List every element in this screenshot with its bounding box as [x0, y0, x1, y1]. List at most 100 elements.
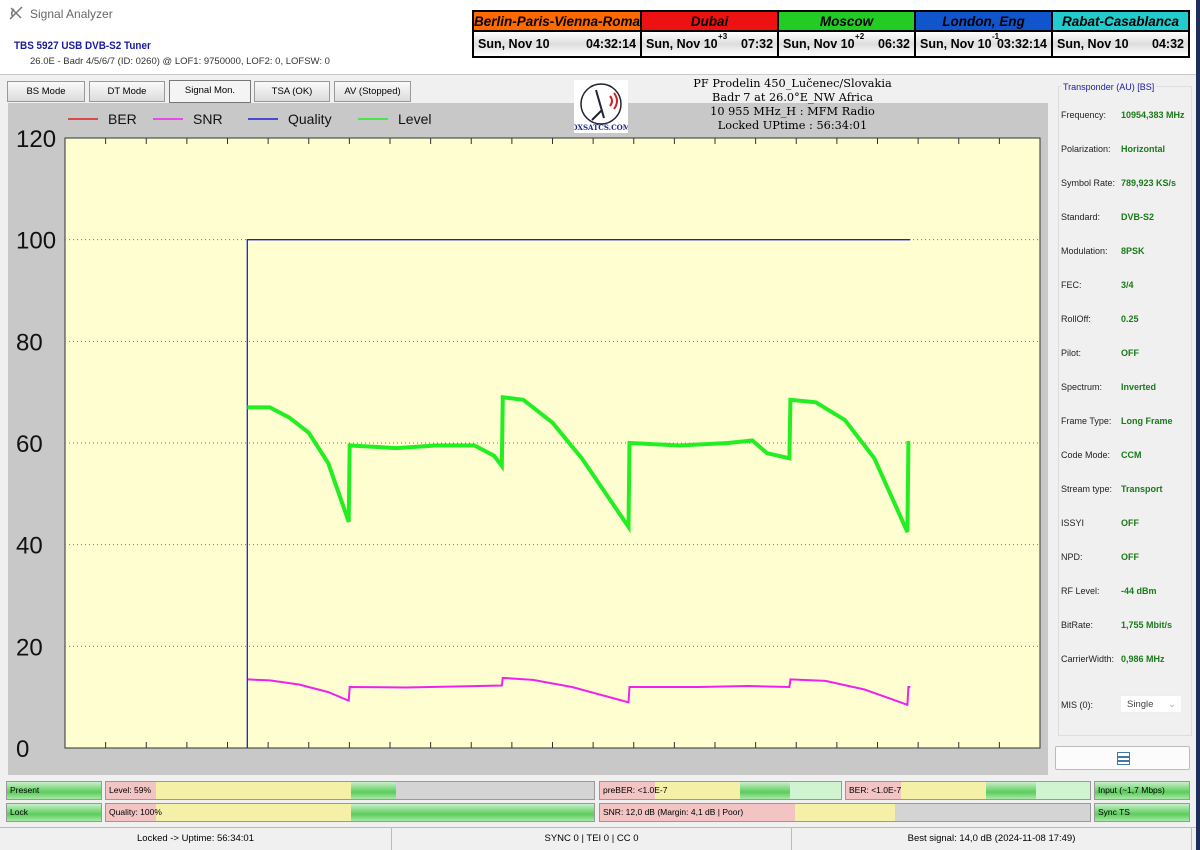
clock-city: Berlin-Paris-Vienna-Roma	[474, 12, 641, 32]
transponder-row: Standard: DVB-S2	[1061, 212, 1195, 222]
clock-city: London, Eng	[916, 12, 1051, 32]
transponder-panel: Transponder (AU) [BS] Frequency: 10954,38…	[1055, 78, 1195, 740]
clock-rabat: Rabat-Casablanca Sun, Nov 10 04:32	[1053, 12, 1188, 56]
row-value: 1,755 Mbit/s	[1121, 620, 1173, 630]
tab-tsa[interactable]: TSA (OK)	[254, 81, 330, 102]
row-label: Standard:	[1061, 212, 1101, 222]
transponder-row: Symbol Rate: 789,923 KS/s	[1061, 178, 1195, 188]
row-value: Inverted	[1121, 382, 1157, 392]
snr-gauge: SNR: 12,0 dB (Margin: 4,1 dB | Poor)	[599, 803, 1091, 822]
transponder-row: Spectrum: Inverted	[1061, 382, 1195, 392]
preber-gauge: preBER: <1.0E-7	[599, 781, 842, 800]
transponder-row: ISSYI OFF	[1061, 518, 1195, 528]
clock-offset: +3	[718, 32, 728, 41]
clock-city: Moscow	[779, 12, 915, 32]
legend-label-level: Level	[398, 111, 431, 127]
clock-city: Dubai	[642, 12, 778, 32]
snr-label: SNR: 12,0 dB (Margin: 4,1 dB | Poor)	[603, 807, 744, 817]
row-label: CarrierWidth:	[1061, 654, 1115, 664]
frequency-channel: 10 955 MHz_H : MFM Radio	[710, 105, 875, 118]
row-value: 3/4	[1121, 280, 1134, 290]
legend-label-ber: BER	[108, 111, 137, 127]
sync-ts-indicator: Sync TS	[1094, 803, 1190, 822]
clock-berlin: Berlin-Paris-Vienna-Roma Sun, Nov 10 04:32…	[474, 12, 643, 56]
transponder-row: Frame Type: Long Frame	[1061, 416, 1195, 426]
row-label: Spectrum:	[1061, 382, 1103, 392]
tuner-info: 26.0E - Badr 4/5/6/7 (ID: 0260) @ LOF1: …	[30, 56, 330, 67]
transponder-row: RollOff: 0.25	[1061, 314, 1195, 324]
row-value: Transport	[1121, 484, 1163, 494]
transponder-row: CarrierWidth: 0,986 MHz	[1061, 654, 1195, 664]
row-label: Frame Type:	[1061, 416, 1112, 426]
clock-time: 04:32:14	[586, 37, 637, 51]
clock-city: Rabat-Casablanca	[1053, 12, 1188, 32]
row-label: RF Level:	[1061, 586, 1100, 596]
row-value: 0,986 MHz	[1121, 654, 1165, 664]
chevron-down-icon: ⌄	[1168, 699, 1176, 710]
y-tick-label: 60	[16, 431, 43, 458]
row-label: FEC:	[1061, 280, 1082, 290]
series-level	[247, 395, 911, 534]
series-snr	[247, 676, 911, 707]
transponder-row: Pilot: OFF	[1061, 348, 1195, 358]
y-tick-label: 120	[16, 126, 56, 153]
y-tick-label: 20	[16, 634, 43, 661]
status-uptime: Locked -> Uptime: 56:34:01	[0, 828, 392, 850]
series-quality	[246, 239, 911, 748]
svg-text:DXSATCS.COM: DXSATCS.COM	[574, 123, 628, 132]
tab-dt-mode[interactable]: DT Mode	[89, 81, 165, 102]
satellite-name: Badr 7 at 26.0°E_NW Africa	[712, 91, 873, 104]
clock-time: 06:32	[878, 37, 911, 51]
panel-toggle-button[interactable]	[1055, 746, 1190, 770]
y-tick-label: 40	[16, 533, 43, 560]
tab-signal-mon[interactable]: Signal Mon.	[169, 80, 251, 103]
lock-indicator: Lock	[6, 803, 102, 822]
preber-label: preBER: <1.0E-7	[603, 785, 668, 795]
tab-av[interactable]: AV (Stopped)	[334, 81, 411, 102]
y-tick-label: 100	[16, 228, 56, 255]
mis-select[interactable]: Single ⌄	[1120, 695, 1182, 713]
row-label: Stream type:	[1061, 484, 1113, 494]
transponder-row: Modulation: 8PSK	[1061, 246, 1195, 256]
row-value: CCM	[1121, 450, 1142, 460]
status-best-signal: Best signal: 14,0 dB (2024-11-08 17:49)	[792, 828, 1192, 850]
row-label: Code Mode:	[1061, 450, 1111, 460]
quality-label: Quality: 100%	[109, 807, 162, 817]
clock-date: Sun, Nov 10	[920, 37, 992, 51]
ber-label: BER: <1.0E-7	[849, 785, 902, 795]
panel-title: Transponder (AU) [BS]	[1061, 82, 1157, 92]
row-label: BitRate:	[1061, 620, 1094, 630]
transponder-row: FEC: 3/4	[1061, 280, 1195, 290]
clock-time: 07:32	[741, 37, 774, 51]
mis-value: Single	[1127, 699, 1154, 710]
row-value: OFF	[1121, 518, 1139, 528]
row-value: Long Frame	[1121, 416, 1173, 426]
list-icon	[1117, 752, 1130, 765]
tab-bs-mode[interactable]: BS Mode	[7, 81, 85, 102]
clock-date: Sun, Nov 10	[783, 37, 855, 51]
dish-location: PF Prodelin 450_Lučenec/Slovakia	[693, 77, 892, 90]
window-border	[1196, 0, 1200, 850]
row-label: RollOff:	[1061, 314, 1091, 324]
window-title: Signal Analyzer	[30, 7, 113, 21]
clock-offset: -1	[992, 32, 1000, 41]
row-label: Pilot:	[1061, 348, 1082, 358]
legend-label-quality: Quality	[288, 111, 332, 127]
y-tick-label: 80	[16, 329, 43, 356]
transponder-row: BitRate: 1,755 Mbit/s	[1061, 620, 1195, 630]
satellite-dish-icon	[9, 6, 23, 20]
mis-label: MIS (0):	[1061, 700, 1094, 710]
row-value: 789,923 KS/s	[1121, 178, 1177, 188]
clock-date: Sun, Nov 10	[478, 37, 550, 51]
level-label: Level: 59%	[109, 785, 152, 795]
present-label: Present	[10, 785, 40, 795]
status-counters: SYNC 0 | TEI 0 | CC 0	[392, 828, 792, 850]
clock-time: 03:32:14	[996, 37, 1047, 51]
lock-label: Lock	[10, 807, 28, 817]
row-value: DVB-S2	[1121, 212, 1155, 222]
row-label: Symbol Rate:	[1061, 178, 1116, 188]
present-indicator: Present	[6, 781, 102, 800]
clock-time: 04:32	[1152, 37, 1184, 51]
row-label: Polarization:	[1061, 144, 1111, 154]
dxsatcs-logo: DXSATCS.COM	[571, 80, 631, 133]
